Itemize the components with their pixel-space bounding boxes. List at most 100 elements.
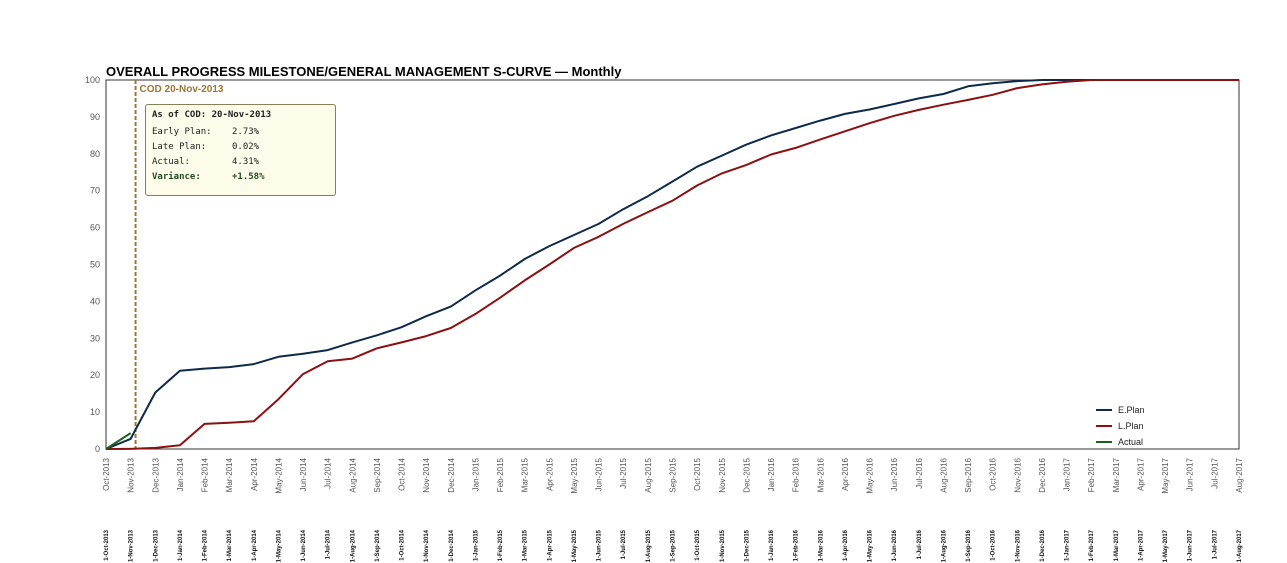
x-tick-label: Jul-2014 xyxy=(324,457,333,488)
x-tick-label-secondary: 1-May-2015 xyxy=(572,529,578,562)
x-tick-label: Aug-2014 xyxy=(348,457,357,492)
legend-swatch xyxy=(1096,425,1112,427)
x-tick-label-secondary: 1-Oct-2014 xyxy=(400,529,406,560)
legend-label: Actual xyxy=(1118,437,1144,447)
info-label: Early Plan: xyxy=(152,126,212,137)
y-tick-label: 100 xyxy=(85,75,100,85)
x-tick-label-secondary: 1-Feb-2015 xyxy=(498,529,504,561)
x-tick-label: Feb-2017 xyxy=(1087,457,1096,492)
legend-label: L.Plan xyxy=(1118,421,1144,431)
legend-item-eplan: E.Plan xyxy=(1096,402,1145,418)
x-tick-label: Jun-2016 xyxy=(890,457,899,491)
x-tick-label: Dec-2016 xyxy=(1038,457,1047,492)
x-tick-label: Aug-2015 xyxy=(644,457,653,492)
x-tick-label-secondary: 1-Jan-2014 xyxy=(178,529,184,561)
series-layer xyxy=(105,79,1239,450)
y-tick-label: 70 xyxy=(90,186,100,196)
x-tick-label: Mar-2017 xyxy=(1112,457,1121,492)
x-tick-label-secondary: 1-Sep-2015 xyxy=(671,529,677,561)
x-tick-label: Mar-2014 xyxy=(225,457,234,492)
x-tick-label: Dec-2015 xyxy=(742,457,751,492)
chart-title: OVERALL PROGRESS MILESTONE/GENERAL MANAG… xyxy=(106,64,622,79)
y-axis: 0 10 20 30 40 50 60 70 80 90 100 xyxy=(85,75,100,454)
plot-frame xyxy=(105,79,1240,450)
x-tick-label-secondary: 1-Apr-2017 xyxy=(1138,529,1144,561)
x-tick-label: Jan-2016 xyxy=(767,457,776,491)
x-tick-label: Feb-2016 xyxy=(792,457,801,492)
x-tick-label: Feb-2015 xyxy=(496,457,505,492)
x-tick-label-secondary: 1-Sep-2014 xyxy=(375,529,381,561)
x-tick-label: Mar-2016 xyxy=(816,457,825,492)
info-label: Late Plan: xyxy=(152,141,207,152)
y-tick-label: 0 xyxy=(95,444,100,454)
x-tick-label: Nov-2013 xyxy=(127,457,136,492)
info-row-variance: Variance: +1.58% xyxy=(152,169,329,184)
x-tick-label-secondary: 1-Mar-2016 xyxy=(818,529,824,561)
x-tick-label-secondary: 1-Jan-2016 xyxy=(769,529,775,561)
x-tick-label-secondary: 1-Mar-2014 xyxy=(227,529,233,561)
x-tick-label-secondary: 1-Aug-2017 xyxy=(1237,529,1243,562)
info-value: 0.02% xyxy=(232,141,260,152)
x-tick-label-secondary: 1-Apr-2015 xyxy=(547,529,553,561)
x-tick-label: Sep-2016 xyxy=(964,457,973,492)
x-tick-label-secondary: 1-Jul-2016 xyxy=(917,529,923,559)
x-tick-label: Dec-2014 xyxy=(447,457,456,492)
x-tick-label-secondary: 1-May-2016 xyxy=(868,529,874,562)
x-tick-label-secondary: 1-Aug-2014 xyxy=(350,529,356,562)
y-tick-label: 10 xyxy=(90,407,100,417)
x-tick-label-secondary: 1-Sep-2016 xyxy=(966,529,972,561)
x-tick-label-secondary: 1-Dec-2016 xyxy=(1040,529,1046,561)
x-tick-label: Apr-2014 xyxy=(250,457,259,490)
x-tick-label: Jan-2015 xyxy=(471,457,480,491)
info-value: +1.58% xyxy=(232,171,265,182)
legend-swatch xyxy=(1096,441,1112,443)
legend-item-lplan: L.Plan xyxy=(1096,418,1145,434)
x-tick-label-secondary: 1-Nov-2014 xyxy=(424,529,430,562)
x-tick-label: Apr-2017 xyxy=(1136,457,1145,490)
x-tick-label: May-2015 xyxy=(570,457,579,493)
y-tick-label: 80 xyxy=(90,149,100,159)
series-line-actual xyxy=(105,432,132,450)
x-tick-label-secondary: 1-Mar-2017 xyxy=(1114,529,1120,561)
x-tick-label-secondary: 1-Dec-2014 xyxy=(449,529,455,561)
x-tick-label: Jul-2015 xyxy=(619,457,628,488)
x-tick-label-secondary: 1-Aug-2015 xyxy=(646,529,652,562)
x-tick-label: Feb-2014 xyxy=(201,457,210,492)
x-tick-label: Nov-2014 xyxy=(422,457,431,492)
y-tick-label: 50 xyxy=(90,260,100,270)
x-tick-label-secondary: 1-Nov-2016 xyxy=(1015,529,1021,562)
x-tick-label-secondary: 1-Oct-2016 xyxy=(991,529,997,560)
legend-swatch xyxy=(1096,409,1112,411)
x-tick-label: Nov-2016 xyxy=(1013,457,1022,492)
x-tick-label: Sep-2015 xyxy=(669,457,678,492)
info-label: Actual: xyxy=(152,156,190,167)
x-tick-label-secondary: 1-Dec-2015 xyxy=(744,529,750,561)
x-tick-label-secondary: 1-Aug-2016 xyxy=(941,529,947,562)
info-row-actual: Actual: 4.31% xyxy=(152,154,329,169)
info-row-late-plan: Late Plan: 0.02% xyxy=(152,139,329,154)
x-tick-label-secondary: 1-Jul-2015 xyxy=(621,529,627,559)
info-row-early-plan: Early Plan: 2.73% xyxy=(152,124,329,139)
cod-marker-label: COD 20-Nov-2013 xyxy=(140,84,224,95)
chart-legend: E.Plan L.Plan Actual xyxy=(1096,402,1145,450)
info-label: Variance: xyxy=(152,171,201,182)
y-tick-label: 90 xyxy=(90,112,100,122)
x-tick-label: Apr-2016 xyxy=(841,457,850,490)
x-tick-label-secondary: 1-Feb-2016 xyxy=(794,529,800,561)
x-tick-label: Jul-2017 xyxy=(1210,457,1219,488)
x-tick-label-secondary: 1-Oct-2015 xyxy=(695,529,701,560)
x-tick-label-secondary: 1-Feb-2017 xyxy=(1089,529,1095,561)
series-line-eplan xyxy=(105,79,1239,450)
x-tick-label-secondary: 1-Oct-2013 xyxy=(104,529,110,560)
x-tick-label: Jul-2016 xyxy=(915,457,924,488)
x-tick-label: Jun-2014 xyxy=(299,457,308,491)
x-tick-label: Apr-2015 xyxy=(545,457,554,490)
x-axis: Oct-2013 1-Oct-2013 Nov-2013 1-Nov-2013 Dec-… xyxy=(102,457,1244,562)
x-tick-label-secondary: 1-Jul-2014 xyxy=(326,529,332,559)
x-tick-label-secondary: 1-May-2014 xyxy=(276,529,282,562)
x-tick-label-secondary: 1-Jun-2017 xyxy=(1188,529,1194,561)
x-tick-label-secondary: 1-Mar-2015 xyxy=(523,529,529,561)
info-box-header: As of COD: 20-Nov-2013 xyxy=(152,110,272,120)
y-tick-label: 30 xyxy=(90,333,100,343)
